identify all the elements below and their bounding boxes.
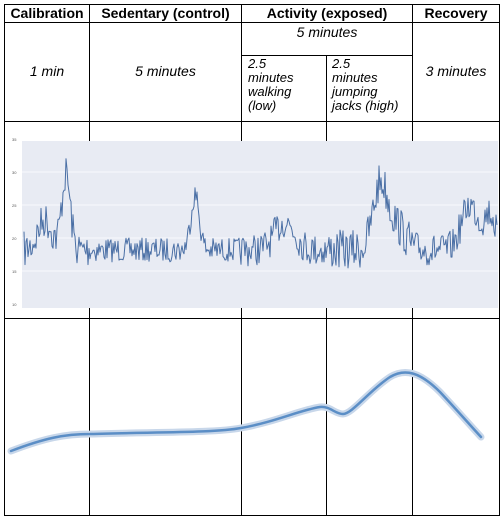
subphase-jumping: 2.5 minutes jumping jacks (high) (332, 57, 412, 113)
header-row-divider (4, 22, 500, 23)
table-left-border (4, 4, 5, 515)
duration-row-divider (4, 121, 500, 122)
subphase-jumping-line: 2.5 (332, 56, 351, 71)
subphase-walking-line: (low) (248, 98, 277, 113)
subphase-walking-line: 2.5 (248, 56, 267, 71)
signal-y-ticks: 35 30 25 20 15 10 (12, 137, 17, 307)
subphase-walking-line: minutes (248, 70, 294, 85)
raw-signal-line (23, 158, 498, 269)
subphase-jumping-line: jacks (high) (332, 98, 399, 113)
subphase-jumping-line: minutes (332, 70, 378, 85)
subphase-walking: 2.5 minutes walking (low) (248, 57, 324, 113)
table-bottom-border (4, 515, 500, 516)
duration-activity: 5 minutes (296, 24, 358, 40)
header-recovery: Recovery (424, 5, 488, 21)
trend-curve (9, 371, 483, 453)
header-activity: Activity (exposed) (266, 5, 388, 21)
table-top-border (4, 4, 500, 5)
duration-sedentary: 5 minutes (135, 63, 196, 79)
duration-recovery: 3 minutes (425, 63, 487, 79)
signal-row-divider (4, 318, 500, 319)
subphase-jumping-line: jumping (332, 84, 378, 99)
subphase-walking-line: walking (248, 84, 292, 99)
header-sedentary: Sedentary (control) (101, 5, 230, 21)
signal-plot-gridlines (22, 171, 498, 272)
duration-calibration: 1 min (29, 63, 65, 79)
svg-text:25: 25 (12, 203, 17, 208)
header-calibration: Calibration (10, 5, 84, 21)
svg-text:15: 15 (12, 269, 17, 274)
svg-text:20: 20 (12, 236, 17, 241)
svg-text:35: 35 (12, 137, 17, 142)
signal-plot-background (22, 141, 498, 308)
trend-curve-glow (7, 369, 485, 455)
svg-text:10: 10 (12, 302, 17, 307)
svg-text:30: 30 (12, 170, 17, 175)
table-right-border (499, 4, 500, 515)
